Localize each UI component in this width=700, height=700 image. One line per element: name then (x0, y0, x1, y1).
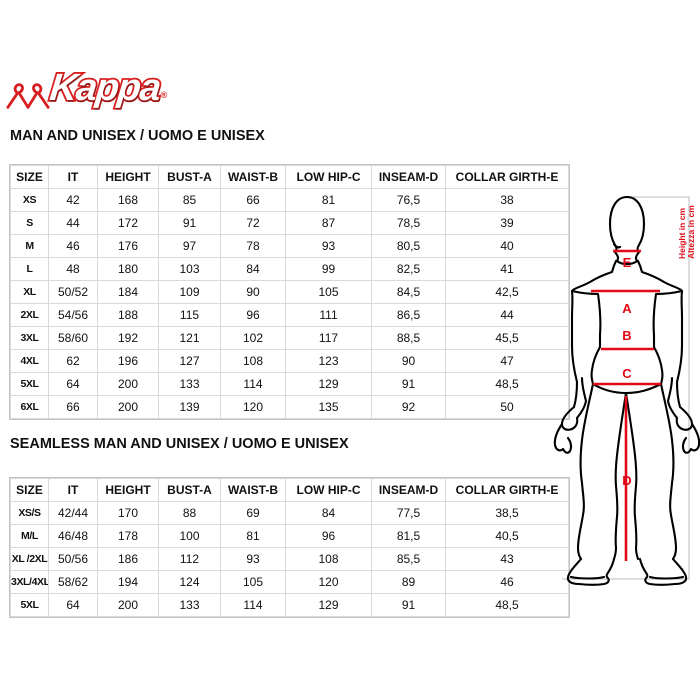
svg-text:B: B (622, 328, 631, 343)
svg-text:D: D (622, 473, 631, 488)
svg-text:C: C (622, 366, 632, 381)
svg-text:A: A (622, 301, 632, 316)
svg-text:Altezza in cm: Altezza in cm (686, 205, 696, 259)
svg-text:Height in cm: Height in cm (677, 208, 687, 259)
svg-text:E: E (623, 255, 632, 270)
